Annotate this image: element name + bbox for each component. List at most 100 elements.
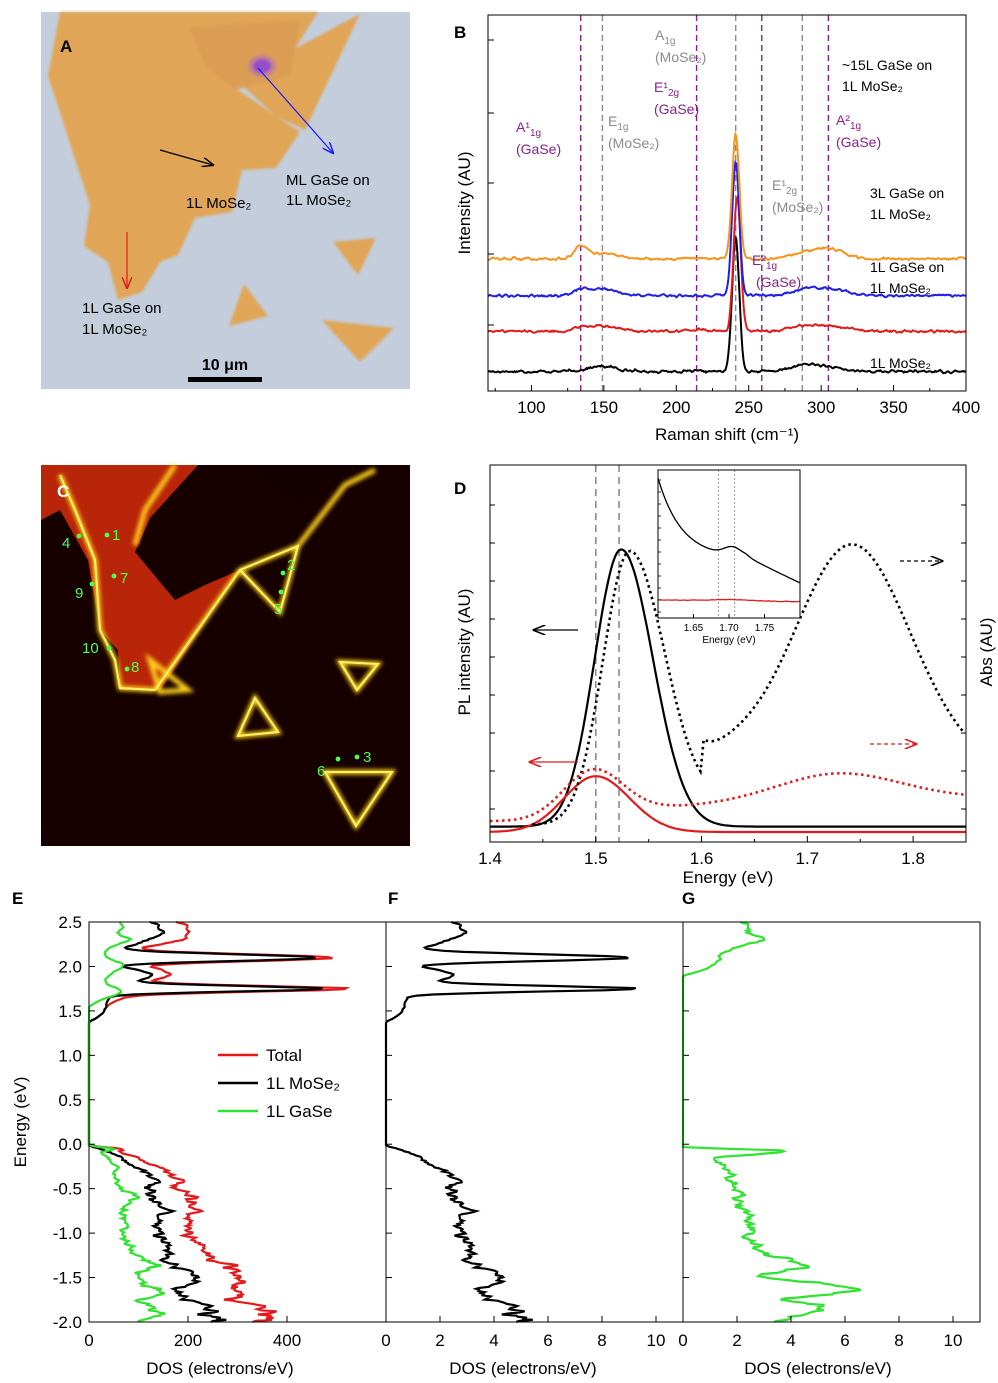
panel-e-frame (88, 921, 387, 1323)
inset-black-curve (657, 477, 801, 584)
b-xtick-label-5: 350 (879, 398, 907, 417)
small-triangle-1 (333, 238, 376, 275)
inset-background (658, 470, 800, 618)
panel-b-reference-lines (580, 15, 830, 391)
e-xtick-label-1: 200 (174, 1331, 202, 1350)
inset-xtick-label-2: 1.75 (755, 623, 775, 634)
panel-d-letter: D (454, 479, 466, 498)
e-ytick-label-2: -1.0 (53, 1224, 82, 1243)
d-xtick-label-1: 1.5 (584, 849, 608, 868)
c-point-label-4: 4 (62, 535, 70, 552)
f-xtick-label-5: 10 (647, 1331, 666, 1350)
panel-c-points: 1 2 3 4 5 6 7 8 9 10 (62, 527, 371, 780)
g-xtick-label-5: 10 (944, 1331, 963, 1350)
panel-b-ylabel: Intensity (AU) (455, 152, 474, 255)
e-curves-series-0 (87, 920, 351, 1324)
panel-b-letter: B (454, 23, 466, 42)
panel-d-xlabel: Energy (eV) (683, 868, 774, 887)
annot-a1g-mose2: A1g (MoSe₂) (655, 27, 706, 65)
b-xtick-label-6: 400 (952, 398, 980, 417)
panel-g-frame (682, 921, 981, 1323)
f-xtick-label-0: 0 (381, 1331, 390, 1350)
b-xtick-label-0: 100 (517, 398, 545, 417)
annot-e12g-gase-sub: 2g (668, 88, 679, 99)
label-1l-gase-line1: 1L GaSe on (82, 300, 162, 317)
edge-core-triangle-3 (323, 771, 394, 828)
f-xtick-label-4: 8 (597, 1331, 606, 1350)
d-xtick-label-2: 1.6 (690, 849, 714, 868)
sample-label-1l-line2: 1L MoSe₂ (870, 280, 931, 296)
e-ytick-label-7: 1.5 (58, 1002, 82, 1021)
e-curves-series-1 (87, 920, 323, 1323)
annot-e12g-mose2-main: E¹ (772, 177, 786, 193)
label-1l-gase-line2: 1L MoSe₂ (82, 321, 147, 338)
annot-e12g-mose2-sub: 2g (786, 186, 797, 197)
arrow-ml-gase (257, 67, 333, 153)
c-point-dot-2 (280, 570, 286, 576)
panel-e-curves (87, 920, 351, 1324)
g-curves-series-0 (681, 920, 862, 1324)
panel-a-letter: A (60, 37, 72, 56)
panel-b-xlabel: Raman shift (cm⁻¹) (655, 425, 799, 444)
sample-label-1l-line1: 1L GaSe on (870, 259, 944, 275)
d-xtick-label-3: 1.7 (796, 849, 820, 868)
arrow-1l-mose2 (159, 149, 213, 165)
edge-triangle-left (145, 653, 195, 695)
annot-e12g-gase-main: E¹ (654, 79, 668, 95)
f-curves-series-0 (384, 920, 637, 1324)
b-xtick-label-2: 200 (662, 398, 690, 417)
annot-e21g-gase-sub: 1g (766, 261, 777, 272)
g-xtick-label-0: 0 (678, 1331, 687, 1350)
panel-f-letter: F (388, 889, 398, 908)
raman-spectrum-1 (487, 193, 967, 334)
c-point-dot-7 (111, 573, 117, 579)
panel-efg-axes: -2.0-1.5-1.0-0.50.00.51.01.52.02.50 200 40… (53, 913, 963, 1350)
e-ytick-label-1: -1.5 (53, 1269, 82, 1288)
annot-e12g-mose2-tail: (MoSe₂) (772, 199, 823, 215)
annot-a21g-gase-tail: (GaSe) (836, 134, 881, 150)
annot-e1g-mose2-sub: 1g (617, 122, 628, 133)
sample-label-15l-line2: 1L MoSe₂ (842, 78, 903, 94)
c-point-dot-4 (76, 533, 82, 539)
e-ytick-label-8: 2.0 (58, 957, 82, 976)
c-point-label-10: 10 (82, 640, 99, 657)
f-xtick-label-2: 4 (489, 1331, 498, 1350)
b-xtick-label-4: 300 (807, 398, 835, 417)
edge-core-triangle-2 (236, 695, 280, 738)
raman-spectrum-2 (487, 160, 967, 299)
panel-e-legend: Total 1L MoSe₂ 1L GaSe (218, 1046, 340, 1121)
panel-c-image: C 1 2 3 4 5 6 7 8 9 10 (41, 463, 410, 846)
d-abs-black (532, 543, 965, 826)
c-point-dot-9 (89, 581, 95, 587)
c-point-dot-8 (124, 666, 130, 672)
c-point-label-7: 7 (120, 570, 128, 587)
panel-d-axes: 1.4 1.5 1.6 1.7 1.8 (478, 504, 966, 868)
annot-e1g-mose2-tail: (MoSe₂) (608, 135, 659, 151)
gase-multilayer-halo (248, 55, 276, 77)
panel-g-xlabel: DOS (electrons/eV) (744, 1359, 891, 1378)
annot-a11g-gase-tail: (GaSe) (516, 141, 561, 157)
edge-core-middle (154, 544, 300, 691)
e-ytick-label-3: -0.5 (53, 1180, 82, 1199)
d-xtick-label-0: 1.4 (478, 849, 502, 868)
panel-c-left-region (41, 465, 60, 520)
small-triangle-2 (229, 284, 268, 326)
c-point-dot-3 (354, 754, 360, 760)
c-point-label-6: 6 (317, 763, 325, 780)
sample-label-15l-line1: ~15L GaSe on (842, 57, 932, 73)
panel-d-ylabel-right: Abs (AU) (977, 618, 996, 687)
d-abs-red (490, 767, 967, 823)
panel-b: B 100 150 200 250 300 350 400 Raman shift (cm⁻… (454, 14, 980, 444)
sample-label-3l-line2: 1L MoSe₂ (870, 206, 931, 222)
inset-xlabel: Energy (eV) (702, 635, 755, 646)
f-xtick-label-1: 2 (435, 1331, 444, 1350)
panel-f-curves (384, 920, 637, 1324)
legend-mose2-label: 1L MoSe₂ (266, 1074, 340, 1093)
inset-red-curve (658, 598, 801, 603)
annot-e1g-mose2-main: E (608, 113, 617, 129)
raman-spectrum-3 (487, 130, 966, 262)
c-point-label-3: 3 (363, 749, 371, 766)
edge-right-spur (296, 467, 377, 548)
c-point-label-5: 5 (274, 601, 282, 618)
e-ytick-label-0: -2.0 (53, 1313, 82, 1332)
